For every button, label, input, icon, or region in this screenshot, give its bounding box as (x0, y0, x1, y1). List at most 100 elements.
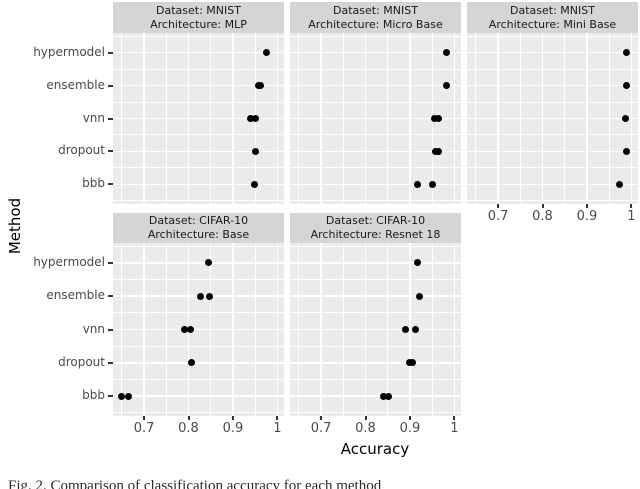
data-point (380, 392, 388, 400)
figure-caption: Fig. 2. Comparison of classification acc… (8, 478, 382, 489)
x-tick-label: 0.8 (178, 421, 199, 436)
x-tick-label: 0.9 (222, 421, 244, 436)
x-tick-mark (630, 204, 633, 208)
data-point (252, 115, 260, 122)
data-point (428, 180, 436, 188)
y-tick-label: ensemble (46, 77, 105, 92)
gridline-minor-h (113, 245, 284, 247)
gridline-minor-h (290, 245, 461, 247)
gridline-minor-h (290, 35, 461, 37)
gridline-major-h (290, 295, 461, 297)
gridline-major-h (113, 395, 284, 397)
data-point (622, 82, 630, 90)
data-point (435, 147, 443, 155)
y-tick-mark (108, 261, 113, 264)
data-point (442, 49, 450, 57)
y-tick-mark (108, 183, 113, 186)
gridline-minor-h (113, 200, 284, 202)
gridline-minor-h (113, 279, 284, 281)
gridline-major-h (290, 51, 461, 54)
data-point (616, 180, 624, 188)
facet-strip-dataset-label: Dataset: MNIST (333, 3, 418, 17)
data-point (411, 326, 419, 333)
x-tick-mark (231, 416, 234, 420)
y-tick-label: bbb (82, 176, 105, 191)
facet-strip-architecture-label: Architecture: Base (147, 228, 250, 241)
y-tick-label: ensemble (46, 288, 105, 303)
x-tick-label: 1 (450, 421, 459, 436)
gridline-minor-h (467, 35, 638, 37)
gridline-major-h (113, 183, 284, 186)
gridline-minor-h (467, 200, 638, 202)
data-point (416, 292, 424, 300)
gridline-minor-h (467, 167, 638, 169)
gridline-major-h (113, 328, 284, 331)
x-tick-label: 0.8 (532, 209, 553, 224)
y-tick-label: bbb (82, 388, 105, 403)
data-point (204, 259, 212, 267)
x-tick-mark (187, 416, 190, 420)
x-tick-mark (276, 416, 279, 420)
gridline-minor-h (113, 134, 284, 136)
gridline-minor-h (113, 101, 284, 103)
gridline-minor-h (113, 378, 284, 380)
facet-strip: Dataset: MNIST Architecture: Mini Base (467, 2, 638, 33)
y-tick-label: vnn (82, 321, 105, 336)
facet-strip-dataset-label: Dataset: CIFAR-10 (148, 214, 249, 227)
gridline-major-h (290, 395, 461, 397)
data-point (206, 292, 214, 300)
gridline-major-h (290, 150, 461, 153)
gridline-minor-h (113, 167, 284, 169)
x-tick-label: 0.7 (310, 421, 332, 436)
gridline-major-h (113, 51, 284, 54)
facet-strip: Dataset: MNIST Architecture: Micro Base (290, 2, 461, 33)
facet-strip: Dataset: MNIST Architecture: MLP (113, 2, 284, 33)
data-point (435, 115, 443, 122)
gridline-minor-h (113, 35, 284, 37)
gridline-minor-h (290, 279, 461, 281)
gridline-major-h (290, 262, 461, 264)
gridline-major-h (290, 84, 461, 87)
gridline-minor-h (290, 134, 461, 136)
gridline-major-h (467, 183, 638, 186)
gridline-minor-h (290, 200, 461, 202)
gridline-minor-h (113, 68, 284, 70)
gridline-major-h (113, 84, 284, 87)
data-point (118, 392, 126, 400)
data-point (430, 115, 438, 122)
data-point (413, 259, 421, 267)
y-tick-label: dropout (58, 354, 105, 369)
gridline-major-h (113, 117, 284, 120)
data-point (405, 359, 413, 367)
x-tick-mark (497, 204, 500, 208)
gridline-major-h (467, 84, 638, 87)
gridline-minor-h (290, 412, 461, 414)
gridline-minor-h (290, 312, 461, 314)
gridline-major-h (290, 117, 461, 120)
y-tick-label: dropout (58, 143, 105, 158)
data-point (256, 82, 264, 90)
gridline-major-h (467, 150, 638, 153)
x-tick-label: 0.9 (399, 421, 421, 436)
facet-panel (290, 243, 461, 416)
x-tick-mark (585, 204, 588, 208)
y-tick-mark (108, 84, 113, 87)
x-tick-mark (364, 416, 367, 420)
y-tick-mark (108, 51, 113, 54)
gridline-major-h (290, 328, 461, 331)
facet-strip: Dataset: CIFAR-10 Architecture: Base (113, 213, 284, 243)
data-point (197, 292, 205, 300)
facet-strip: Dataset: CIFAR-10 Architecture: Resnet 18 (290, 213, 461, 243)
y-tick-mark (108, 395, 113, 398)
facet-panel (290, 33, 461, 204)
y-tick-mark (108, 150, 113, 153)
data-point (247, 115, 255, 122)
gridline-minor-h (290, 167, 461, 169)
x-tick-label: 1 (273, 421, 282, 436)
data-point (251, 180, 259, 188)
data-point (622, 147, 630, 155)
y-tick-label: hypermodel (33, 44, 105, 59)
x-tick-label: 0.8 (355, 421, 376, 436)
y-axis-title: Method (6, 197, 24, 255)
